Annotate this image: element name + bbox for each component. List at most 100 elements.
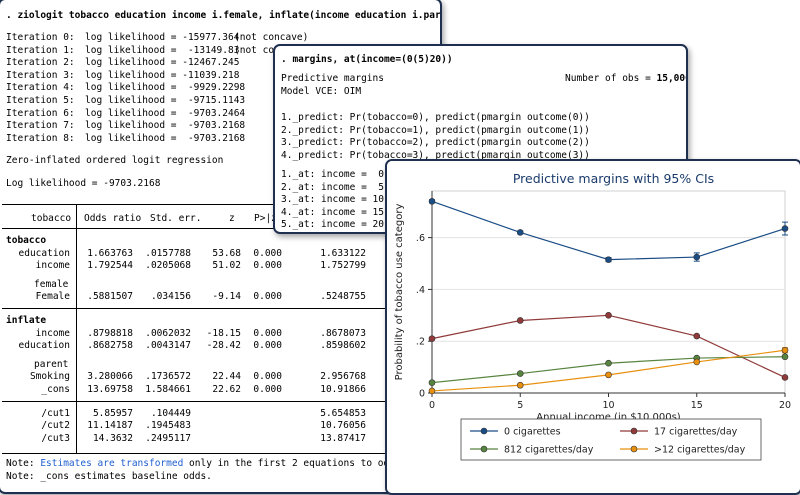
legend-entry: 0 cigarettes [504, 427, 561, 438]
margins-title: Predictive margins [281, 73, 384, 84]
row-var: Female [35, 291, 70, 303]
margins-command: . margins, at(income=(0(5)20)) [281, 54, 453, 65]
p-value: 0.000 [253, 247, 282, 259]
y-tick-label: .4 [416, 285, 425, 296]
table-rule [2, 400, 440, 402]
note-cons: Note: _cons estimates baseline odds. [6, 471, 212, 482]
ci-lower: 1.633122 [320, 247, 366, 259]
data-point [516, 370, 524, 377]
row-var: income [35, 327, 70, 339]
ci-lower: 5.654853 [320, 407, 366, 419]
predictive-margins-chart: Predictive margins with 95% CIs 0 .2 .4 .6 0 5… [387, 161, 800, 493]
odds-ratio: .8798818 [87, 327, 133, 339]
std-err: .1736572 [145, 371, 191, 383]
data-point [516, 229, 524, 236]
y-tick-label: .2 [416, 337, 425, 348]
at-line: 2._at: income = 5 [281, 181, 384, 193]
iteration-loglik: log likelihood = -9929.2298 [85, 82, 246, 94]
std-err: .0157788 [145, 247, 191, 259]
p-value: 0.000 [253, 340, 282, 352]
p-value: 0.000 [253, 384, 282, 395]
model-title: Zero-inflated ordered logit regression [6, 155, 224, 166]
data-point [781, 374, 789, 381]
row-var: /cut2 [41, 420, 70, 432]
std-err: .104449 [150, 407, 191, 419]
data-point [693, 358, 701, 366]
data-point [605, 371, 612, 379]
graph-window: Predictive margins with 95% CIs 0 .2 .4 .6 0 5… [385, 159, 800, 495]
std-err: .034156 [150, 291, 191, 303]
odds-ratio: 3.280066 [87, 371, 133, 383]
odds-ratio: 5.85957 [92, 407, 133, 419]
iteration-label: Iteration 6: [6, 107, 75, 119]
ci-lower: .8678073 [320, 327, 366, 339]
data-point [693, 253, 701, 261]
data-point [605, 256, 612, 263]
z-value: -28.42 [206, 340, 241, 352]
table-divider [76, 204, 77, 453]
data-point [605, 359, 612, 367]
p-value: 0.000 [253, 260, 282, 272]
col-header-or: Odds ratio [84, 213, 142, 224]
estimates-transformed-link[interactable]: Estimates are transformed [40, 458, 184, 469]
data-point [781, 353, 789, 361]
std-err: 1.584661 [145, 384, 191, 395]
number-of-obs: Number of obs = 15,000 [565, 73, 688, 84]
z-value: 53.68 [212, 247, 241, 259]
iteration-note: (not concave) [234, 32, 309, 43]
data-point [693, 332, 701, 340]
y-tick-label: 0 [419, 389, 425, 400]
y-axis-label: Probability of tobacco use category [394, 204, 405, 381]
ci-lower: .8598602 [320, 340, 366, 352]
p-value: 0.000 [253, 291, 282, 303]
iteration-label: Iteration 3: [6, 69, 75, 81]
z-value: 22.44 [212, 371, 241, 383]
row-var: education [18, 247, 70, 259]
iteration-label: Iteration 8: [6, 132, 75, 144]
odds-ratio: .8682758 [87, 340, 133, 352]
legend-swatch-marker [630, 427, 638, 435]
x-tick-label: 10 [602, 400, 614, 411]
iteration-label: Iteration 4: [6, 82, 75, 94]
col-header-se: Std. err. [150, 213, 202, 224]
equation-label: inflate [6, 315, 47, 326]
data-point [516, 381, 524, 389]
iteration-loglik: log likelihood = -12467.245 [85, 57, 240, 69]
z-value: 51.02 [212, 260, 241, 272]
ziologit-command: . ziologit tobacco education income i.fe… [6, 10, 442, 21]
factor-label: parent [34, 358, 69, 370]
row-var: education [18, 340, 70, 352]
std-err: .1945483 [145, 420, 191, 432]
std-err: .0205068 [145, 260, 191, 272]
data-point [428, 387, 436, 395]
predict-line: 4._predict: Pr(tobacco=3), predict(pmarg… [281, 149, 590, 161]
iteration-loglik: log likelihood = -13149.83 [85, 44, 240, 56]
iteration-loglik: log likelihood = -9715.1143 [85, 95, 246, 106]
col-header-p: P>|z| [254, 213, 283, 224]
chart-title: Predictive margins with 95% CIs [513, 171, 714, 186]
iteration-loglik: log likelihood = -9703.2168 [85, 132, 246, 144]
y-tick-label: .6 [416, 233, 425, 244]
x-tick-label: 5 [517, 400, 523, 411]
iteration-label: Iteration 7: [6, 120, 75, 132]
data-point [781, 225, 789, 232]
row-var: /cut1 [41, 407, 70, 419]
x-axis-label: Annual income (in $10,000s) [536, 412, 681, 423]
legend-entry: 17 cigarettes/day [654, 427, 738, 438]
std-err: .0062032 [145, 327, 191, 339]
p-value: 0.000 [253, 327, 282, 339]
odds-ratio: 11.14187 [87, 420, 133, 432]
predict-line: 3._predict: Pr(tobacco=2), predict(pmarg… [281, 137, 590, 149]
iteration-label: Iteration 2: [6, 57, 75, 69]
z-value: -9.14 [212, 291, 241, 303]
table-rule [2, 453, 440, 454]
data-point [781, 346, 789, 354]
data-point [516, 317, 524, 324]
iteration-label: Iteration 5: [6, 95, 75, 106]
factor-label: female [34, 278, 69, 290]
p-value: 0.000 [253, 371, 282, 383]
iteration-loglik: log likelihood = -9703.2168 [85, 120, 246, 132]
legend-swatch-marker [480, 445, 488, 453]
iteration-label: Iteration 0: [6, 32, 75, 43]
iteration-loglik: log likelihood = -9703.2464 [85, 107, 246, 119]
